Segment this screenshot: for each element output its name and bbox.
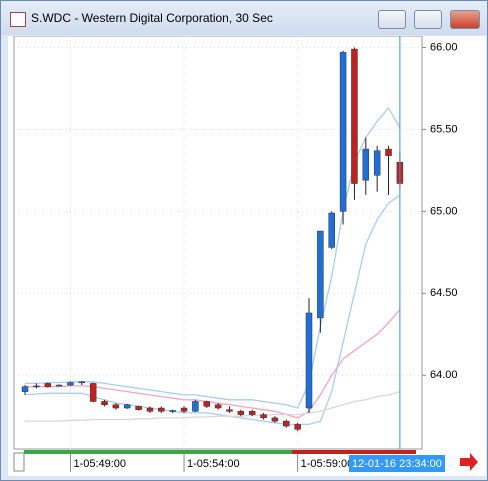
plot-frame: [13, 36, 423, 450]
x-tick-label: 1-05:49:00: [73, 458, 126, 470]
candle-body: [146, 407, 154, 412]
candle-body: [67, 382, 74, 386]
candle-body: [339, 52, 347, 212]
y-tick-label: 66.00: [430, 41, 458, 53]
candle-body: [180, 407, 188, 412]
candle-body: [55, 384, 63, 387]
candle-body: [203, 401, 211, 407]
range-bar-live: [292, 450, 416, 454]
candle-body: [351, 48, 358, 184]
candle-body: [373, 150, 381, 176]
title-bar: S.WDC - Western Digital Corporation, 30 …: [1, 1, 487, 35]
chart-background: [8, 36, 486, 476]
scroll-box[interactable]: [13, 452, 25, 472]
y-tick-label: 64.50: [430, 287, 458, 299]
candle-body: [78, 381, 86, 384]
candle-body: [328, 212, 335, 248]
overlay-line: [25, 390, 401, 422]
scroll-arrow[interactable]: [460, 453, 478, 471]
candle-body: [283, 420, 290, 427]
candle-body: [158, 407, 165, 412]
candle-body: [169, 410, 176, 412]
close-button[interactable]: [450, 10, 480, 29]
candle-body: [192, 401, 199, 412]
chart: 64.00 64.50 65.00 65.50 66.00 1-05:49:00 1-05:…: [8, 36, 486, 476]
candle-body: [317, 230, 324, 319]
candle-body: [362, 148, 370, 181]
candle-body: [214, 404, 222, 409]
candle-body: [260, 414, 267, 419]
cursor-box: [349, 455, 445, 472]
x-tick-label: 1-05:59:00: [301, 458, 354, 470]
candle-body: [294, 424, 301, 430]
overlay-line: [25, 106, 401, 409]
candle-body: [101, 401, 108, 406]
candle-body: [33, 385, 40, 388]
candle-body: [135, 406, 142, 410]
cursor-label: 12-01-16 23:34:00: [352, 458, 442, 470]
candle-body: [305, 312, 313, 409]
candle-body: [112, 404, 120, 409]
y-tick-label: 65.00: [430, 205, 458, 217]
window-title: S.WDC - Western Digital Corporation, 30 …: [31, 11, 273, 25]
y-tick-label: 64.00: [430, 369, 458, 381]
candle-body: [237, 411, 245, 415]
range-bar: [24, 450, 292, 454]
minimize-button[interactable]: [378, 10, 406, 29]
candle-body: [248, 411, 256, 415]
candle-body: [44, 383, 51, 387]
y-tick-label: 65.50: [430, 123, 458, 135]
candle-body: [271, 417, 279, 422]
restore-button[interactable]: [414, 10, 442, 29]
candle-body: [123, 404, 131, 409]
candle-body: [21, 386, 29, 392]
candle-body: [385, 148, 392, 156]
candle-body: [226, 409, 233, 412]
overlay-line: [25, 309, 401, 419]
candle-body: [89, 383, 97, 402]
x-tick-label: 1-05:54:00: [187, 458, 240, 470]
app-icon: [10, 12, 26, 27]
